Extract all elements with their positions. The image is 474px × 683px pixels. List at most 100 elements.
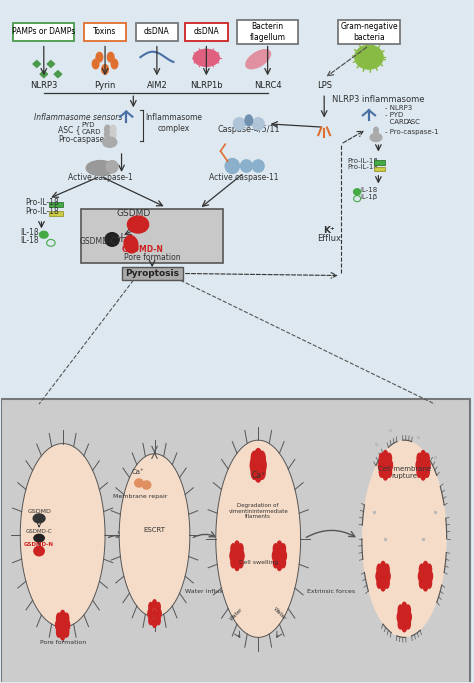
Ellipse shape: [153, 609, 156, 618]
Text: GSDMD-C: GSDMD-C: [80, 237, 117, 247]
Text: Bacterin
flagellum: Bacterin flagellum: [250, 23, 286, 42]
Text: CARD: CARD: [82, 129, 101, 135]
Text: Efflux: Efflux: [317, 234, 341, 243]
Ellipse shape: [381, 581, 385, 591]
Text: Membrane repair: Membrane repair: [113, 494, 168, 499]
Text: Toxins: Toxins: [93, 27, 117, 36]
Text: - PYD: - PYD: [385, 112, 404, 118]
Ellipse shape: [402, 612, 407, 622]
Ellipse shape: [281, 544, 285, 554]
Ellipse shape: [428, 571, 433, 581]
Text: IL-1β: IL-1β: [360, 194, 378, 199]
Text: Pro-IL-18: Pro-IL-18: [25, 207, 59, 216]
FancyBboxPatch shape: [185, 23, 228, 41]
Ellipse shape: [255, 449, 262, 463]
Ellipse shape: [148, 609, 152, 618]
Ellipse shape: [142, 481, 151, 489]
FancyBboxPatch shape: [48, 202, 63, 208]
FancyBboxPatch shape: [13, 23, 74, 41]
Ellipse shape: [65, 620, 70, 630]
Ellipse shape: [383, 470, 388, 480]
Text: Cell membrane
rupture: Cell membrane rupture: [378, 466, 431, 479]
Ellipse shape: [255, 458, 262, 473]
Ellipse shape: [423, 581, 428, 591]
Ellipse shape: [383, 460, 388, 471]
Ellipse shape: [193, 49, 219, 66]
Text: Pyrin: Pyrin: [94, 81, 116, 89]
Ellipse shape: [259, 465, 265, 479]
Ellipse shape: [425, 454, 429, 464]
Text: NLRP1b: NLRP1b: [190, 81, 223, 89]
Text: Gram-negative
bacteria: Gram-negative bacteria: [340, 23, 398, 42]
Ellipse shape: [124, 236, 138, 253]
Circle shape: [245, 115, 253, 126]
Circle shape: [374, 132, 378, 139]
Text: Degradation of
vimentinintermediate
filaments: Degradation of vimentinintermediate fila…: [228, 503, 288, 519]
Text: NLRC4: NLRC4: [254, 81, 282, 89]
Ellipse shape: [64, 613, 69, 624]
Polygon shape: [119, 454, 190, 617]
Ellipse shape: [277, 560, 282, 570]
Text: PYD: PYD: [82, 122, 95, 128]
Ellipse shape: [417, 454, 422, 464]
FancyBboxPatch shape: [121, 266, 183, 280]
Text: NLRP3 inflammasome: NLRP3 inflammasome: [332, 95, 425, 104]
Text: Pro-caspase-1: Pro-caspase-1: [58, 135, 112, 144]
Ellipse shape: [234, 117, 245, 130]
Circle shape: [108, 53, 114, 62]
Ellipse shape: [34, 534, 44, 542]
Ellipse shape: [153, 619, 156, 628]
FancyBboxPatch shape: [237, 20, 298, 44]
Ellipse shape: [355, 45, 383, 69]
Ellipse shape: [235, 550, 239, 561]
Ellipse shape: [379, 467, 384, 477]
Text: AIM2: AIM2: [146, 81, 167, 89]
Ellipse shape: [425, 467, 429, 477]
Text: GSDMD-N: GSDMD-N: [122, 245, 164, 253]
Ellipse shape: [153, 600, 156, 609]
FancyBboxPatch shape: [1, 400, 470, 683]
Text: ESCRT: ESCRT: [144, 527, 165, 533]
Ellipse shape: [383, 451, 388, 461]
Ellipse shape: [149, 616, 153, 625]
Ellipse shape: [250, 458, 257, 473]
Ellipse shape: [149, 602, 153, 611]
Polygon shape: [33, 61, 40, 68]
Text: ASC: ASC: [407, 119, 420, 125]
Text: Ca⁺: Ca⁺: [132, 469, 145, 475]
Text: PAMPs or DAMPs: PAMPs or DAMPs: [12, 27, 75, 36]
Ellipse shape: [60, 611, 65, 621]
Ellipse shape: [235, 560, 239, 570]
Polygon shape: [20, 443, 105, 627]
Ellipse shape: [381, 571, 385, 581]
Ellipse shape: [397, 612, 402, 622]
Ellipse shape: [64, 627, 69, 637]
Ellipse shape: [384, 564, 389, 574]
Ellipse shape: [156, 616, 160, 625]
Ellipse shape: [423, 561, 428, 572]
Ellipse shape: [103, 137, 117, 148]
Ellipse shape: [406, 605, 410, 615]
Ellipse shape: [240, 160, 252, 172]
Ellipse shape: [387, 467, 392, 477]
Ellipse shape: [427, 564, 432, 574]
Text: GSDMD: GSDMD: [27, 509, 51, 514]
Text: GSDMD-N: GSDMD-N: [24, 542, 54, 546]
Ellipse shape: [251, 465, 258, 479]
Circle shape: [96, 53, 103, 62]
Ellipse shape: [378, 460, 383, 471]
Circle shape: [374, 127, 378, 134]
Text: IL-18: IL-18: [360, 187, 378, 193]
Ellipse shape: [419, 564, 424, 574]
Ellipse shape: [251, 451, 258, 466]
Text: IL-18: IL-18: [20, 236, 39, 245]
Ellipse shape: [239, 550, 244, 561]
Text: Pro-IL-1β: Pro-IL-1β: [25, 199, 59, 208]
Ellipse shape: [277, 541, 282, 551]
Circle shape: [110, 130, 116, 139]
FancyBboxPatch shape: [374, 160, 385, 165]
Text: Inflammasome
complex: Inflammasome complex: [145, 113, 202, 133]
Ellipse shape: [255, 468, 262, 482]
Ellipse shape: [246, 50, 271, 69]
Text: Water: Water: [272, 607, 287, 622]
